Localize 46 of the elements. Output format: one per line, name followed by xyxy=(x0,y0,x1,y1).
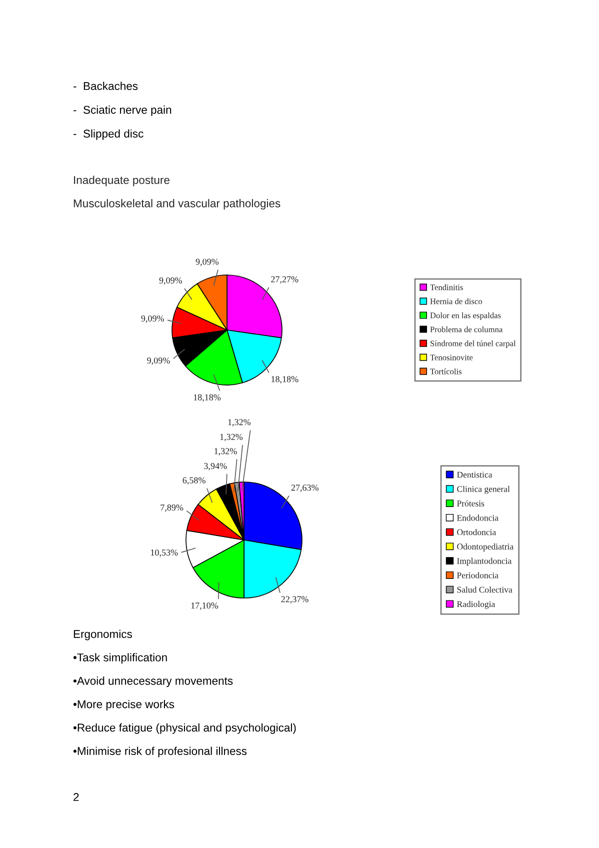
text: •Task simplification xyxy=(73,653,167,664)
data-label: 9,09% xyxy=(159,277,182,285)
text: •Minimise risk of profesional illness xyxy=(73,746,247,758)
legend-label: Tendinitis xyxy=(430,284,463,290)
data-label: 1,32% xyxy=(214,448,237,456)
legend-label: Tenosinovite xyxy=(430,354,473,360)
data-label: 9,09% xyxy=(147,357,170,365)
legend-label: Clinica general xyxy=(457,486,510,494)
text: •Avoid unnecessary movements xyxy=(73,676,233,688)
chart-title: Inadequate posture xyxy=(74,176,170,186)
data-label: 18,18% xyxy=(272,376,298,384)
data-label: 9,09% xyxy=(141,315,164,323)
legend-label: Implantodoncia xyxy=(457,558,512,566)
legend-label: Ortodoncia xyxy=(457,529,496,536)
text: - Slipped disc xyxy=(74,129,144,140)
data-label: 27,63% xyxy=(291,484,318,492)
data-label: 6,58% xyxy=(182,477,206,485)
data-label: 17,10% xyxy=(191,602,218,610)
legend-label: Dentistica xyxy=(457,472,492,478)
text: •More precise works xyxy=(73,700,174,710)
text: •Reduce fatigue (physical and psychological) xyxy=(73,723,296,734)
data-label: 3,94% xyxy=(204,462,227,470)
data-label: 27,27% xyxy=(271,276,298,284)
text: - Backaches xyxy=(74,82,138,90)
legend-label: Problema de columna xyxy=(430,326,503,332)
data-label: 22,37% xyxy=(281,596,308,604)
data-label: 7,89% xyxy=(160,504,184,512)
data-label: 10,53% xyxy=(151,550,178,557)
legend-label: Salud Colectiva xyxy=(457,586,512,593)
legend-label: Periodoncia xyxy=(457,572,498,578)
data-label: 1,32% xyxy=(228,419,250,426)
legend-label: Síndrome del túnel carpal xyxy=(430,340,516,348)
legend-label: Tortícolis xyxy=(430,368,462,374)
text: 2 xyxy=(74,793,79,801)
text: - Sciatic nerve pain xyxy=(74,106,172,116)
chart-subtitle: Musculoskeletal and vascular pathologies xyxy=(74,199,280,210)
legend-label: Radiologia xyxy=(457,600,496,609)
data-label: 1,32% xyxy=(220,434,243,442)
legend-label: Prótesis xyxy=(457,500,484,506)
legend-label: Endodoncia xyxy=(457,514,498,521)
text: Ergonomics xyxy=(74,630,132,640)
legend-label: Dolor en las espaldas xyxy=(430,312,501,320)
legend-label: Odontopediatria xyxy=(457,543,514,552)
data-label: 9,09% xyxy=(196,258,219,266)
data-label: 18,18% xyxy=(194,394,221,402)
legend-label: Hernia de disco xyxy=(430,298,482,304)
